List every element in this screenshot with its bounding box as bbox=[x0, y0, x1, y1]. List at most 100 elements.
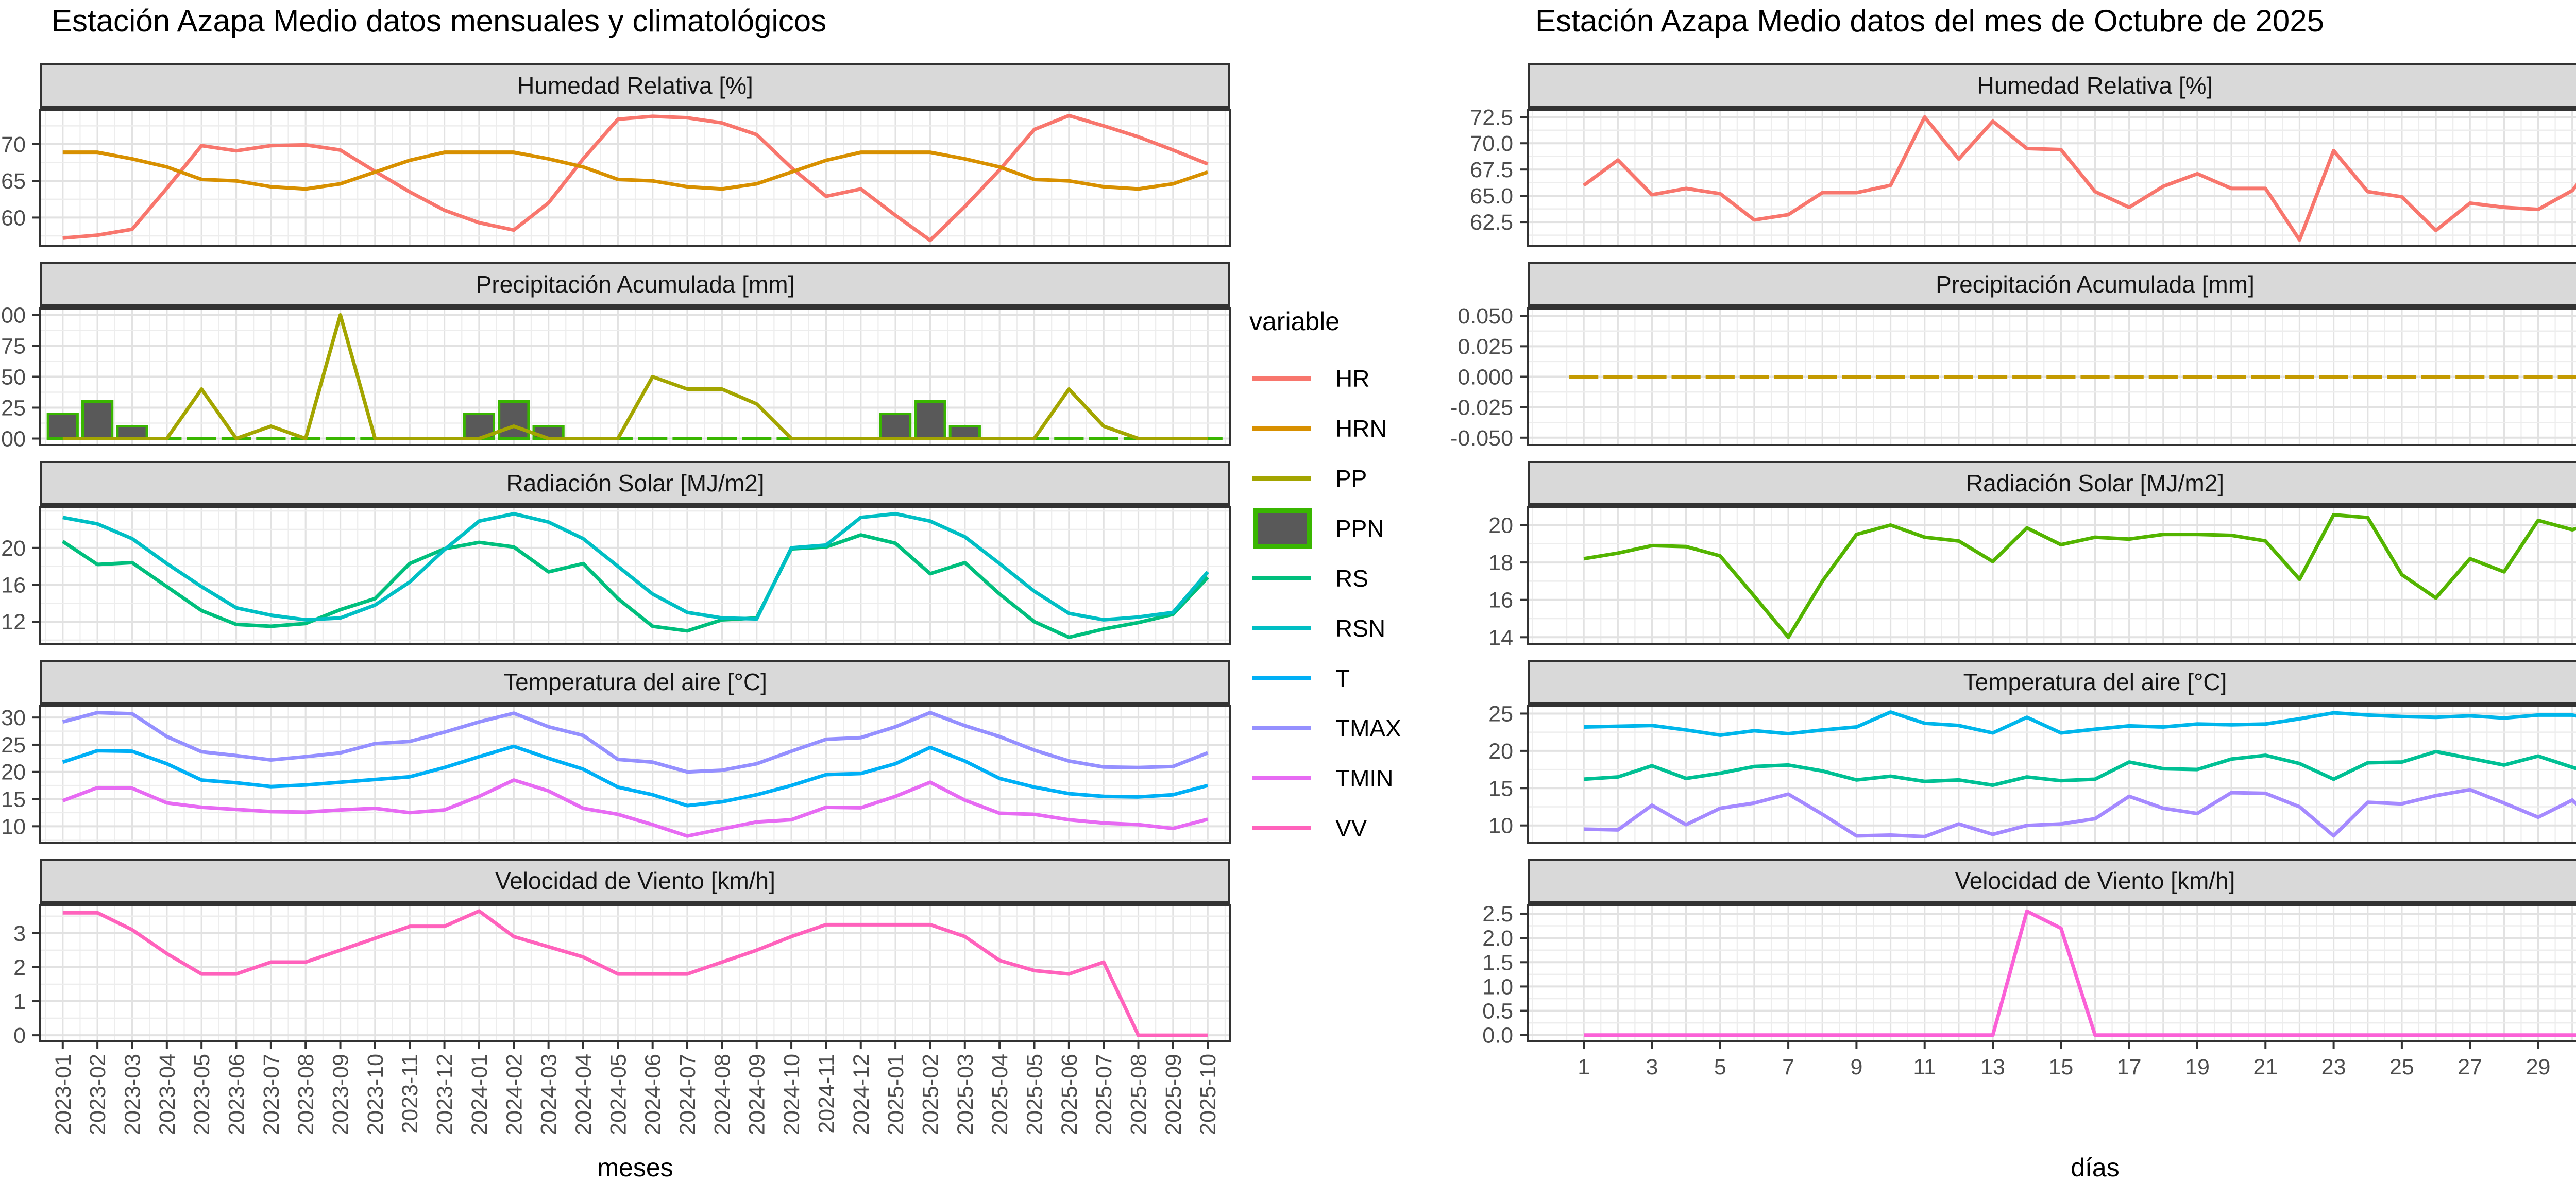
series-line-PP bbox=[62, 313, 1208, 441]
y-tick-label: 0.0 bbox=[1482, 1023, 1513, 1048]
x-tick-label: 2023-09 bbox=[329, 1054, 353, 1135]
left-x-axis-title: meses bbox=[597, 1153, 673, 1182]
legend-item-TMAX: TMAX bbox=[1249, 705, 1401, 751]
facet-strip-label: Temperatura del aire [°C] bbox=[1963, 669, 2227, 695]
series-line-T bbox=[1583, 749, 2576, 787]
facet-panel: -0.050 -0.025 0.000 0.025 0.050 bbox=[1450, 304, 2576, 451]
y-tick-label: -0.025 bbox=[1450, 396, 1513, 420]
series-line-TMIN bbox=[1584, 787, 2576, 838]
y-tick-label: 65.0 bbox=[1470, 184, 1513, 209]
x-tick-label: 2023-08 bbox=[294, 1054, 318, 1135]
y-tick-label: 1.0 bbox=[1482, 974, 1513, 999]
legend-item-TMIN: TMIN bbox=[1249, 755, 1393, 801]
facet-strip: Humedad Relativa [%] bbox=[1528, 63, 2576, 109]
x-tick-label: 2023-07 bbox=[259, 1054, 284, 1135]
facet-panel: 14 16 18 20 bbox=[1488, 506, 2576, 650]
facet-strip-label: Velocidad de Viento [km/h] bbox=[495, 867, 775, 894]
facet-strip-label: Radiación Solar [MJ/m2] bbox=[1965, 470, 2225, 496]
legend-item-label: TMAX bbox=[1335, 715, 1401, 742]
x-tick-label: 2025-05 bbox=[1022, 1054, 1047, 1135]
facet-strip-label: Precipitación Acumulada [mm] bbox=[476, 271, 795, 298]
y-tick-label: 70.0 bbox=[1470, 131, 1513, 156]
legend-item-label: PP bbox=[1335, 465, 1367, 492]
x-tick-label: 2023-03 bbox=[120, 1054, 145, 1135]
facet-panel: 0.00.51.01.52.02.5 bbox=[1482, 902, 2576, 1048]
legend-item-PPN: PPN bbox=[1249, 505, 1384, 552]
x-tick-label: 7 bbox=[1782, 1055, 1794, 1080]
series-line-RS bbox=[61, 533, 1209, 639]
x-tick-label: 2025-08 bbox=[1127, 1054, 1151, 1135]
y-tick-label: 1 bbox=[13, 989, 26, 1014]
series-line-HR bbox=[1583, 115, 2576, 242]
legend-key-RS bbox=[1252, 576, 1311, 580]
facet-panel: 12 16 20 bbox=[1, 506, 1231, 645]
y-tick-label: 1.00 bbox=[0, 303, 26, 328]
facet-panel: 0.00 0.25 0.50 0.75 1.00 bbox=[0, 303, 1231, 452]
x-tick-label: 19 bbox=[2185, 1055, 2210, 1080]
y-tick-label: 0.00 bbox=[0, 427, 26, 452]
y-tick-label: 0.025 bbox=[1458, 334, 1513, 359]
y-tick-label: 15 bbox=[1488, 776, 1513, 801]
x-tick-label: 2025-07 bbox=[1092, 1054, 1116, 1135]
x-tick-label: 2024-06 bbox=[641, 1054, 666, 1135]
x-tick-label: 2024-05 bbox=[606, 1054, 631, 1135]
x-tick-label: 2023-01 bbox=[51, 1054, 76, 1135]
legend-key-PPN bbox=[1253, 508, 1312, 549]
y-tick-label: 25 bbox=[1, 733, 26, 758]
legend-item-HRN: HRN bbox=[1249, 405, 1387, 452]
x-tick-label: 2024-11 bbox=[814, 1054, 839, 1134]
x-tick-label: 5 bbox=[1714, 1055, 1726, 1080]
x-tick-label: 2025-02 bbox=[918, 1054, 943, 1135]
facet-strip: Temperatura del aire [°C] bbox=[40, 660, 1230, 705]
y-tick-label: 70 bbox=[1, 132, 26, 157]
x-tick-label: 2023-06 bbox=[225, 1054, 249, 1135]
x-tick-label: 1 bbox=[1578, 1055, 1590, 1080]
facet-strip-label: Radiación Solar [MJ/m2] bbox=[506, 470, 765, 496]
x-tick-label: 2023-10 bbox=[363, 1054, 388, 1135]
y-tick-label: 15 bbox=[1, 787, 26, 812]
x-tick-label: 2024-12 bbox=[849, 1054, 874, 1135]
legend-key-T bbox=[1252, 676, 1311, 680]
legend-item-label: HR bbox=[1335, 365, 1370, 392]
y-tick-label: 62.5 bbox=[1470, 210, 1513, 235]
x-tick-label: 9 bbox=[1850, 1055, 1862, 1080]
x-axis: 2023-01 2023-02 2023-03 2023-04 2023-05 2023-… bbox=[51, 1041, 1221, 1135]
facet-strip-label: Humedad Relativa [%] bbox=[1977, 72, 2213, 99]
y-tick-label: 0 bbox=[13, 1023, 26, 1048]
x-tick-label: 2025-01 bbox=[884, 1054, 908, 1135]
x-tick-label: 2024-04 bbox=[571, 1054, 596, 1135]
series-line-TMAX bbox=[1584, 710, 2576, 737]
x-tick-label: 25 bbox=[2389, 1055, 2414, 1080]
legend-item-PP: PP bbox=[1249, 455, 1367, 502]
y-tick-label: 14 bbox=[1488, 625, 1513, 650]
x-tick-label: 15 bbox=[2048, 1055, 2073, 1080]
left-chart-title: Estación Azapa Medio datos mensuales y c… bbox=[52, 4, 827, 38]
series-line-RSN bbox=[62, 512, 1209, 622]
y-tick-label: 10 bbox=[1488, 814, 1513, 838]
legend-item-label: RS bbox=[1335, 565, 1368, 592]
y-tick-label: 65 bbox=[1, 169, 26, 194]
figure-monthly: Estación Azapa Medio datos mensuales y c… bbox=[0, 4, 1401, 1182]
x-tick-label: 2023-11 bbox=[398, 1054, 422, 1134]
series-line-VV bbox=[1584, 909, 2576, 1037]
facet-strip: Precipitación Acumulada [mm] bbox=[40, 262, 1230, 307]
series-line-RS bbox=[1583, 513, 2576, 639]
series-line-T bbox=[62, 744, 1209, 808]
x-tick-label: 2023-12 bbox=[433, 1054, 457, 1135]
facet-strip-label: Velocidad de Viento [km/h] bbox=[1955, 867, 2235, 894]
series-line-VV bbox=[62, 909, 1208, 1037]
y-tick-label: 0.25 bbox=[0, 396, 26, 421]
x-tick-label: 21 bbox=[2253, 1055, 2278, 1080]
facet-strip-label: Precipitación Acumulada [mm] bbox=[1936, 271, 2255, 298]
facet-panel: 60 65 70 bbox=[1, 109, 1231, 247]
facet-strip-label: Humedad Relativa [%] bbox=[517, 72, 753, 99]
facet-strip: Velocidad de Viento [km/h] bbox=[40, 859, 1230, 904]
x-tick-label: 2025-06 bbox=[1057, 1054, 1082, 1135]
y-tick-label: 0.000 bbox=[1458, 365, 1513, 390]
y-tick-label: 0.5 bbox=[1482, 999, 1513, 1024]
y-tick-label: 0.050 bbox=[1458, 304, 1513, 329]
facet-strip: Humedad Relativa [%] bbox=[40, 63, 1230, 109]
legend-item-RSN: RSN bbox=[1249, 605, 1385, 652]
legend-item-label: PPN bbox=[1335, 515, 1384, 542]
